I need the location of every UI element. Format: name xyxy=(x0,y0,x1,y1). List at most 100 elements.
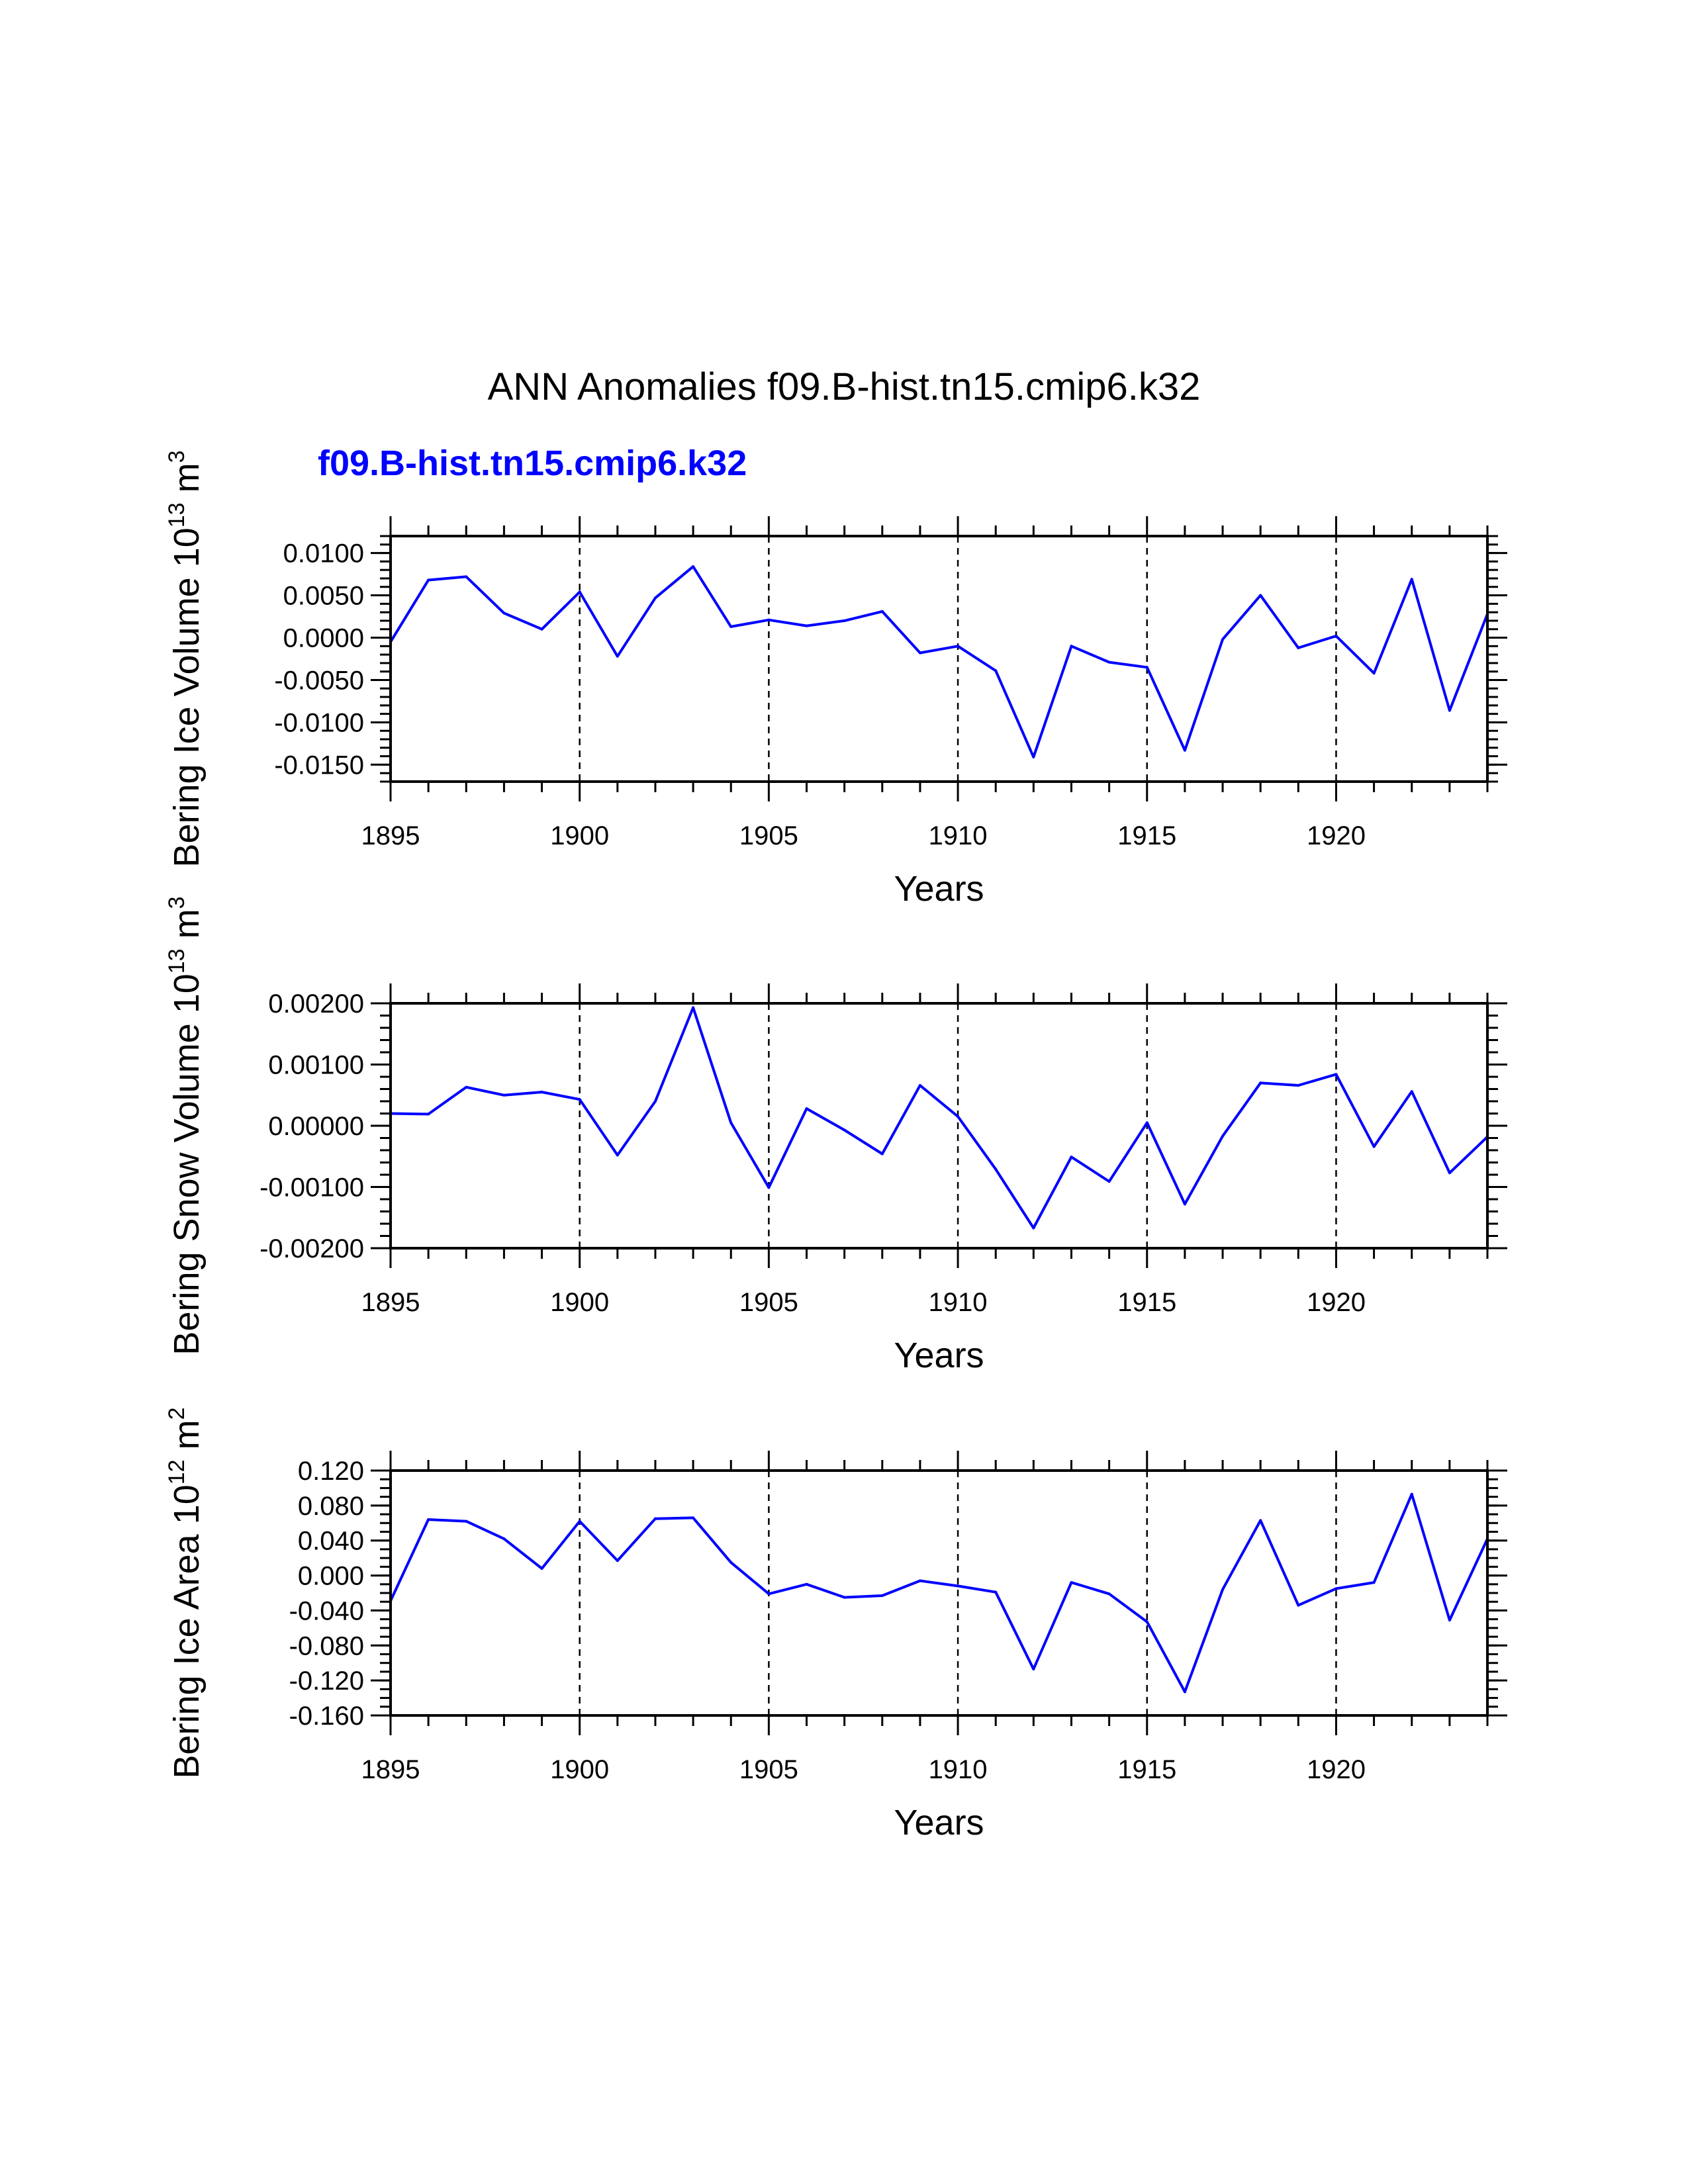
data-point xyxy=(1297,1604,1300,1607)
y-axis-label-unit: m xyxy=(167,463,207,502)
x-tick-label: 1910 xyxy=(929,821,988,850)
data-point xyxy=(1335,1073,1338,1076)
data-point xyxy=(1297,646,1300,649)
data-point xyxy=(427,1518,430,1521)
data-point xyxy=(1145,1620,1149,1623)
y-tick-label: 0.0000 xyxy=(283,624,364,653)
y-tick-label: 0.0050 xyxy=(283,582,364,611)
data-point xyxy=(1145,1121,1149,1124)
data-point xyxy=(653,1100,657,1103)
x-tick-label: 1905 xyxy=(739,1288,798,1317)
data-point xyxy=(1107,1592,1111,1596)
data-point xyxy=(1410,578,1413,581)
y-tick-label: -0.040 xyxy=(289,1596,364,1625)
data-point xyxy=(1107,660,1111,664)
x-tick-label: 1900 xyxy=(550,1288,609,1317)
y-tick-label: -0.00200 xyxy=(259,1234,364,1263)
x-tick-label: 1900 xyxy=(550,821,609,850)
data-point xyxy=(805,1582,808,1586)
data-point xyxy=(994,1590,998,1594)
data-point xyxy=(1070,1156,1073,1159)
data-point xyxy=(578,590,581,594)
data-point xyxy=(918,651,921,655)
data-point xyxy=(1032,1226,1035,1230)
y-tick-label: -0.0050 xyxy=(274,666,364,695)
x-axis-label: Years xyxy=(894,869,984,909)
y-axis-label-text: Bering Snow Volume 10 xyxy=(167,974,207,1355)
y-axis-label: Bering Ice Volume 1013 m3 xyxy=(164,450,207,867)
data-point xyxy=(729,1121,733,1124)
x-tick-label: 1910 xyxy=(929,1755,988,1784)
figure-title: ANN Anomalies f09.B-hist.tn15.cmip6.k32 xyxy=(488,365,1201,408)
data-point xyxy=(465,1085,468,1089)
y-tick-label: -0.0150 xyxy=(274,751,364,780)
y-tick-label: 0.080 xyxy=(298,1492,364,1521)
data-point xyxy=(653,1517,657,1520)
y-axis-label-unit: m xyxy=(167,1420,207,1459)
y-axis-label-exponent: 12 xyxy=(164,1459,189,1484)
data-point xyxy=(957,645,960,648)
x-tick-label: 1895 xyxy=(361,821,420,850)
data-point xyxy=(767,1592,771,1596)
data-point xyxy=(957,1115,960,1118)
data-point xyxy=(918,1083,921,1087)
data-point xyxy=(578,1098,581,1101)
data-point xyxy=(1259,1519,1262,1522)
plot-frame xyxy=(389,535,1489,783)
data-point xyxy=(1183,1690,1186,1694)
data-point xyxy=(1372,1145,1376,1148)
y-axis-label-unit-exponent: 3 xyxy=(164,896,189,909)
data-point xyxy=(1070,645,1073,648)
data-point xyxy=(1107,1180,1111,1183)
data-point xyxy=(729,1561,733,1564)
data-point xyxy=(502,1093,506,1097)
data-point xyxy=(805,624,808,627)
panel-1: 1895 1900 1905 1910 1915 1920 0.0100 0.0050 0.00… xyxy=(164,450,1507,909)
legend-label: f09.B-hist.tn15.cmip6.k32 xyxy=(318,443,747,483)
data-point xyxy=(880,1152,884,1156)
data-point xyxy=(1410,1090,1413,1093)
data-point xyxy=(1372,1581,1376,1584)
data-point xyxy=(880,610,884,613)
data-point xyxy=(1183,1203,1186,1206)
data-point xyxy=(880,1594,884,1597)
data-point xyxy=(692,1006,695,1009)
x-tick-label: 1920 xyxy=(1307,1755,1366,1784)
data-point xyxy=(1221,1588,1225,1591)
data-point xyxy=(1448,709,1451,712)
data-point xyxy=(578,1520,581,1523)
y-axis-label: Bering Snow Volume 1013 m3 xyxy=(164,896,207,1355)
x-axis-label: Years xyxy=(894,1336,984,1375)
data-point xyxy=(502,612,506,615)
data-line xyxy=(389,565,1489,758)
data-point xyxy=(918,1579,921,1582)
y-tick-label: -0.160 xyxy=(289,1702,364,1731)
data-point xyxy=(1145,666,1149,669)
y-axis-label-unit: m xyxy=(167,909,207,948)
y-tick-label: 0.00100 xyxy=(268,1051,364,1080)
data-point xyxy=(427,1113,430,1116)
y-axis-label: Bering Ice Area 1012 m2 xyxy=(164,1407,207,1778)
data-point xyxy=(729,625,733,628)
data-line xyxy=(389,1492,1489,1694)
data-point xyxy=(1183,749,1186,752)
panels: 1895 1900 1905 1910 1915 1920 0.0100 0.0050 0.00… xyxy=(164,450,1507,1843)
y-tick-label: -0.120 xyxy=(289,1666,364,1696)
panel-3: 1895 1900 1905 1910 1915 1920 0.120 0.080 0.040 0… xyxy=(164,1407,1507,1843)
data-point xyxy=(805,1107,808,1111)
data-point xyxy=(653,596,657,600)
data-point xyxy=(465,575,468,578)
x-tick-label: 1910 xyxy=(929,1288,988,1317)
x-tick-label: 1895 xyxy=(361,1755,420,1784)
y-tick-label: -0.0100 xyxy=(274,708,364,737)
x-tick-label: 1905 xyxy=(739,821,798,850)
y-tick-label: 0.000 xyxy=(298,1562,364,1591)
data-point xyxy=(1259,594,1262,597)
x-tick-label: 1905 xyxy=(739,1755,798,1784)
x-axis-label: Years xyxy=(894,1803,984,1843)
y-tick-label: 0.120 xyxy=(298,1457,364,1486)
data-point xyxy=(957,1584,960,1588)
x-tick-label: 1915 xyxy=(1117,821,1176,850)
